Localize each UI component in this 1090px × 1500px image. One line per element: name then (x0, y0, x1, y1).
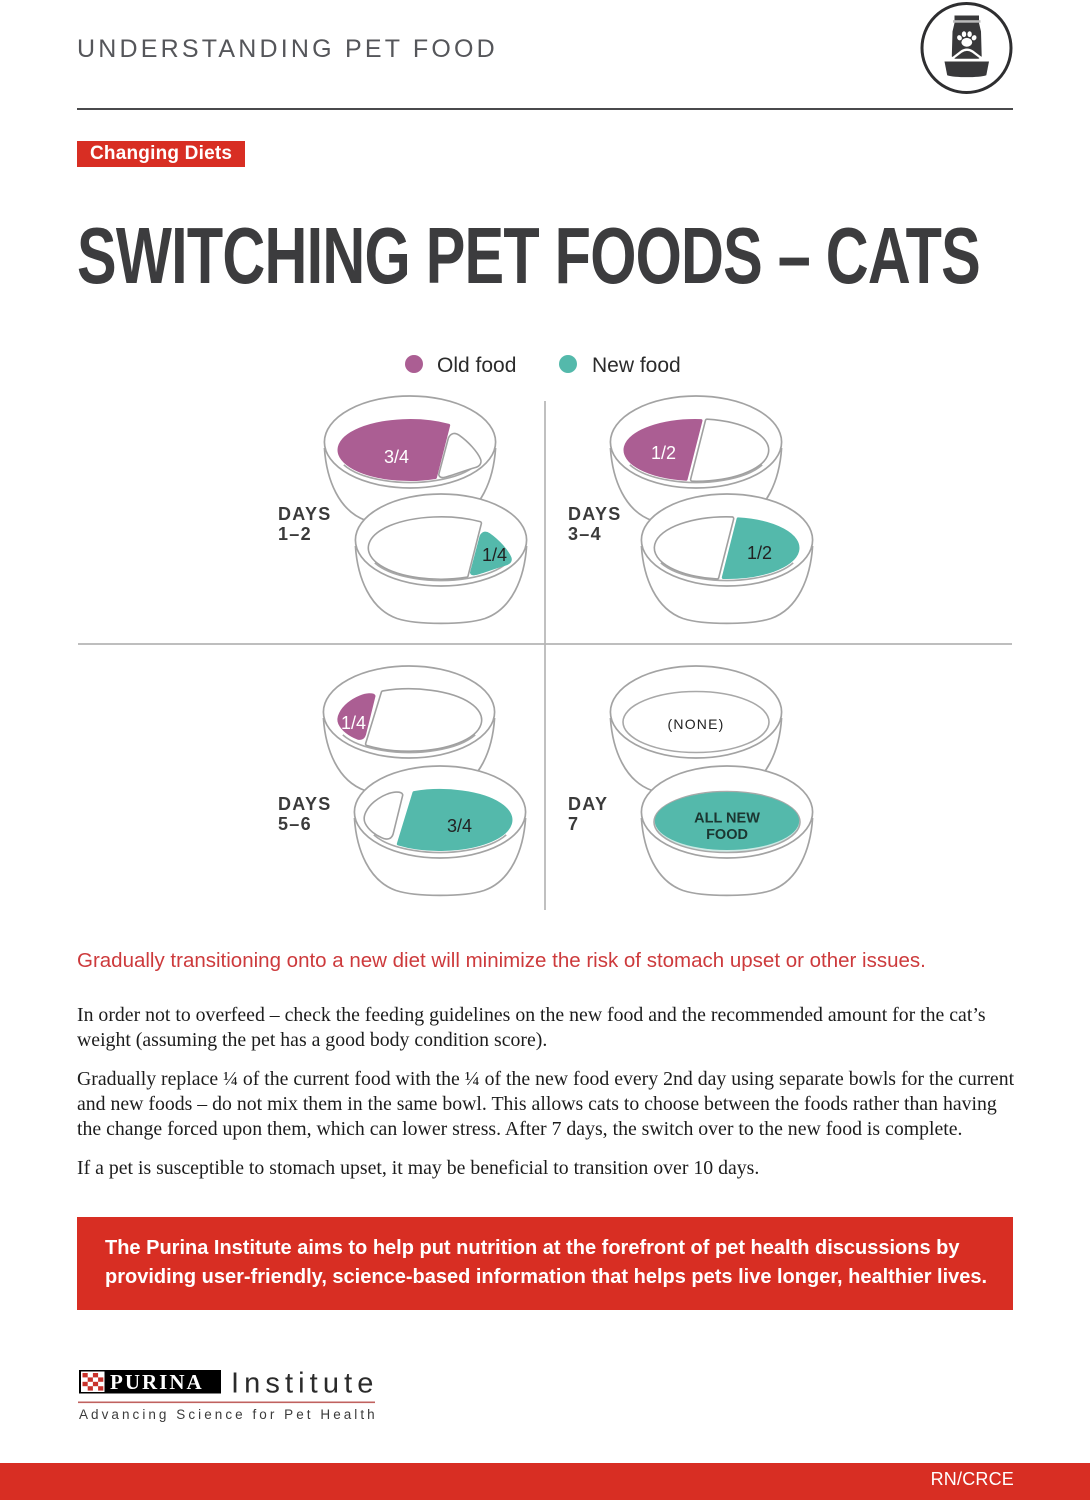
svg-text:DAY: DAY (568, 794, 608, 814)
svg-text:Old food: Old food (437, 354, 516, 377)
svg-text:PURINA: PURINA (110, 1370, 204, 1394)
svg-text:New food: New food (592, 354, 681, 377)
svg-text:5–6: 5–6 (278, 814, 312, 834)
svg-text:1/2: 1/2 (651, 443, 676, 463)
svg-text:1–2: 1–2 (278, 524, 312, 544)
svg-text:1/2: 1/2 (747, 543, 772, 563)
svg-text:DAYS: DAYS (278, 794, 332, 814)
svg-text:3/4: 3/4 (447, 816, 472, 836)
svg-text:(NONE): (NONE) (668, 716, 725, 732)
svg-text:1/4: 1/4 (341, 713, 366, 733)
svg-text:DAYS: DAYS (568, 504, 622, 524)
svg-text:FOOD: FOOD (706, 827, 748, 843)
svg-text:Institute: Institute (231, 1368, 378, 1400)
svg-text:3/4: 3/4 (384, 447, 409, 467)
svg-text:ALL NEW: ALL NEW (694, 811, 760, 827)
svg-text:7: 7 (568, 814, 579, 834)
svg-text:Advancing Science for Pet Heal: Advancing Science for Pet Health (79, 1407, 378, 1422)
svg-text:3–4: 3–4 (568, 524, 602, 544)
svg-text:1/4: 1/4 (482, 545, 507, 565)
svg-text:DAYS: DAYS (278, 504, 332, 524)
